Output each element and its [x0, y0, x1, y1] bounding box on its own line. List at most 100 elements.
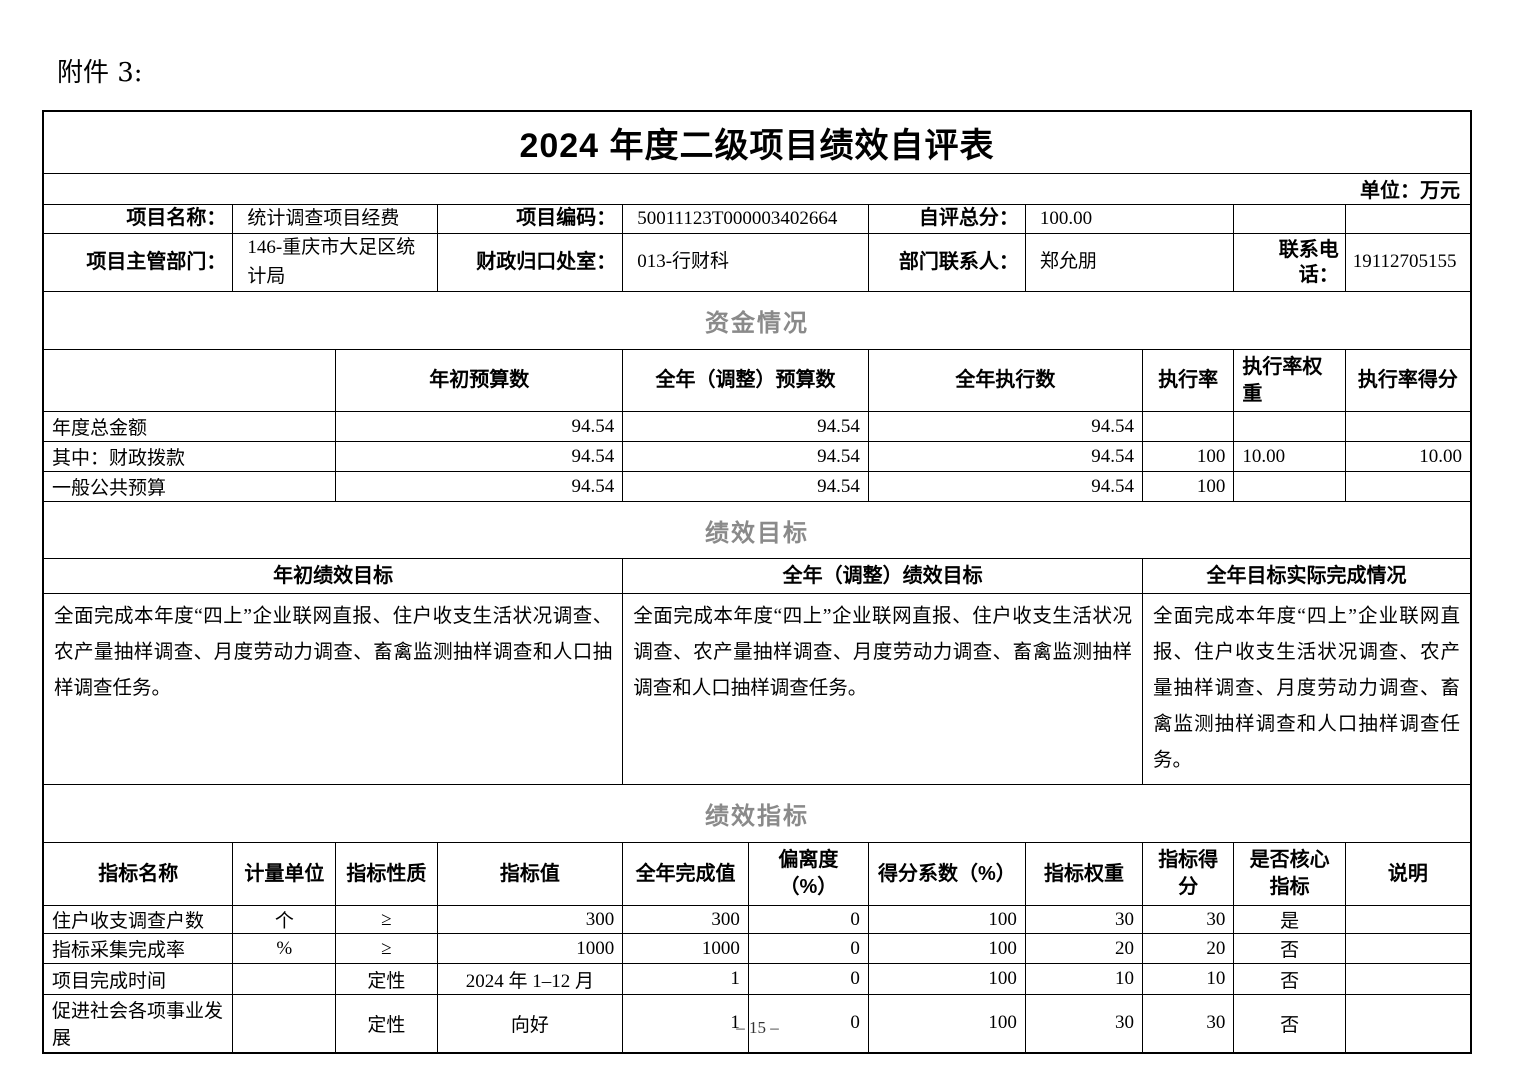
- indicator-row: 指标采集完成率 % ≥ 1000 1000 0 100 20 20 否: [42, 933, 1472, 964]
- indicator-weight: 20: [1024, 933, 1144, 964]
- indicator-coefficient: 100: [867, 933, 1026, 964]
- indicator-name: 住户收支调查户数: [42, 905, 234, 934]
- goals-section-row: 绩效目标: [42, 501, 1472, 559]
- goals-header-row: 年初绩效目标 全年（调整）绩效目标 全年目标实际完成情况: [42, 558, 1472, 594]
- funding-weight: 10.00: [1233, 441, 1346, 472]
- page-title: 2024 年度二级项目绩效自评表: [42, 110, 1472, 174]
- indicator-name: 指标采集完成率: [42, 933, 234, 964]
- funding-rate: 100: [1141, 471, 1235, 502]
- indicator-is-core: 否: [1233, 933, 1346, 964]
- indicator-unit: 个: [232, 905, 337, 934]
- indicator-score: 10: [1141, 963, 1235, 995]
- empty-cell: [1233, 203, 1346, 234]
- contact-label: 部门联系人：: [867, 233, 1026, 292]
- funding-executed: 94.54: [867, 441, 1144, 472]
- col-indicator-name: 指标名称: [42, 842, 234, 906]
- indicator-deviation: 0: [747, 933, 869, 964]
- empty-header-cell: [42, 349, 337, 412]
- attachment-label: 附件 3:: [57, 58, 143, 88]
- goals-section-title: 绩效目标: [42, 501, 1472, 559]
- indicator-completion: 1: [622, 963, 749, 995]
- indicator-row: 项目完成时间 定性 2024 年 1–12 月 1 0 100 10 10 否: [42, 963, 1472, 995]
- self-score-value: 100.00: [1024, 203, 1235, 234]
- finance-office-value: 013-行财科: [622, 233, 869, 292]
- project-code-value: 50011123T000003402664: [622, 203, 869, 234]
- indicator-note: [1344, 994, 1472, 1053]
- phone-label: 联系电话：: [1233, 233, 1346, 292]
- indicator-completion: 1000: [622, 933, 749, 964]
- indicator-target: 2024 年 1–12 月: [436, 963, 624, 995]
- indicator-note: [1344, 933, 1472, 964]
- info-row-2: 项目主管部门： 146-重庆市大足区统计局 财政归口处室： 013-行财科 部门…: [42, 233, 1472, 292]
- indicator-is-core: 否: [1233, 963, 1346, 995]
- funding-weight: [1233, 411, 1346, 442]
- indicator-deviation: 0: [747, 994, 869, 1053]
- funding-initial: 94.54: [335, 411, 624, 442]
- funding-score: 10.00: [1344, 441, 1472, 472]
- indicator-completion: 300: [622, 905, 749, 934]
- title-row: 2024 年度二级项目绩效自评表: [42, 110, 1472, 174]
- col-executed: 全年执行数: [867, 349, 1144, 412]
- indicator-weight: 10: [1024, 963, 1144, 995]
- indicator-row: 促进社会各项事业发展 定性 向好 1 0 100 30 30 否: [42, 994, 1472, 1053]
- indicator-nature: 定性: [335, 994, 438, 1053]
- goals-text-row: 全面完成本年度“四上”企业联网直报、住户收支生活状况调查、农产量抽样调查、月度劳…: [42, 593, 1472, 785]
- info-row-1: 项目名称： 统计调查项目经费 项目编码： 50011123T0000034026…: [42, 203, 1472, 234]
- indicator-nature: 定性: [335, 963, 438, 995]
- indicator-note: [1344, 905, 1472, 934]
- indicator-coefficient: 100: [867, 994, 1026, 1053]
- funding-row-label: 年度总金额: [42, 411, 337, 442]
- funding-row-public-budget: 一般公共预算 94.54 94.54 94.54 100: [42, 471, 1472, 502]
- col-deviation: 偏离度（%）: [747, 842, 869, 906]
- indicator-coefficient: 100: [867, 963, 1026, 995]
- funding-initial: 94.54: [335, 471, 624, 502]
- funding-initial: 94.54: [335, 441, 624, 472]
- indicator-name: 项目完成时间: [42, 963, 234, 995]
- empty-cell: [1344, 203, 1472, 234]
- indicator-is-core: 是: [1233, 905, 1346, 934]
- project-name-label: 项目名称：: [42, 203, 234, 234]
- funding-weight: [1233, 471, 1346, 502]
- project-name-value: 统计调查项目经费: [232, 203, 438, 234]
- indicator-nature: ≥: [335, 905, 438, 934]
- funding-rate: [1141, 411, 1235, 442]
- indicators-header-row: 指标名称 计量单位 指标性质 指标值 全年完成值 偏离度（%） 得分系数（%） …: [42, 842, 1472, 906]
- col-score-coefficient: 得分系数（%）: [867, 842, 1026, 906]
- col-rate-score: 执行率得分: [1344, 349, 1472, 412]
- funding-section-title: 资金情况: [42, 291, 1472, 350]
- evaluation-table: 2024 年度二级项目绩效自评表 单位：万元 项目名称： 统计调查项目经费 项目…: [42, 110, 1472, 1054]
- indicator-unit: [232, 994, 337, 1053]
- indicators-section-title: 绩效指标: [42, 784, 1472, 843]
- col-target-value: 指标值: [436, 842, 624, 906]
- self-score-label: 自评总分：: [867, 203, 1026, 234]
- dept-value: 146-重庆市大足区统计局: [232, 233, 438, 292]
- col-actual-completion: 全年目标实际完成情况: [1142, 558, 1472, 594]
- funding-row-label: 一般公共预算: [42, 471, 337, 502]
- initial-goal-text: 全面完成本年度“四上”企业联网直报、住户收支生活状况调查、农产量抽样调查、月度劳…: [42, 593, 624, 785]
- indicator-deviation: 0: [747, 905, 869, 934]
- funding-score: [1344, 471, 1472, 502]
- funding-section-row: 资金情况: [42, 291, 1472, 350]
- unit-row: 单位：万元: [42, 172, 1472, 205]
- indicator-target: 300: [436, 905, 624, 934]
- project-code-label: 项目编码：: [436, 203, 624, 234]
- indicator-name: 促进社会各项事业发展: [42, 994, 234, 1053]
- col-is-core: 是否核心指标: [1233, 842, 1346, 906]
- indicators-section-row: 绩效指标: [42, 784, 1472, 843]
- funding-executed: 94.54: [867, 411, 1144, 442]
- col-initial-goal: 年初绩效目标: [42, 558, 624, 594]
- col-weight: 指标权重: [1024, 842, 1144, 906]
- col-annual-completion: 全年完成值: [622, 842, 749, 906]
- unit-note: 单位：万元: [42, 172, 1472, 205]
- phone-value: 19112705155: [1344, 233, 1472, 292]
- funding-row-fiscal: 其中：财政拨款 94.54 94.54 94.54 100 10.00 10.0…: [42, 441, 1472, 472]
- col-unit: 计量单位: [232, 842, 337, 906]
- indicator-is-core: 否: [1233, 994, 1346, 1053]
- funding-score: [1344, 411, 1472, 442]
- funding-rate: 100: [1141, 441, 1235, 472]
- indicator-score: 30: [1141, 905, 1235, 934]
- dept-label: 项目主管部门：: [42, 233, 234, 292]
- indicator-score: 20: [1141, 933, 1235, 964]
- col-adjusted-budget: 全年（调整）预算数: [622, 349, 869, 412]
- indicator-deviation: 0: [747, 963, 869, 995]
